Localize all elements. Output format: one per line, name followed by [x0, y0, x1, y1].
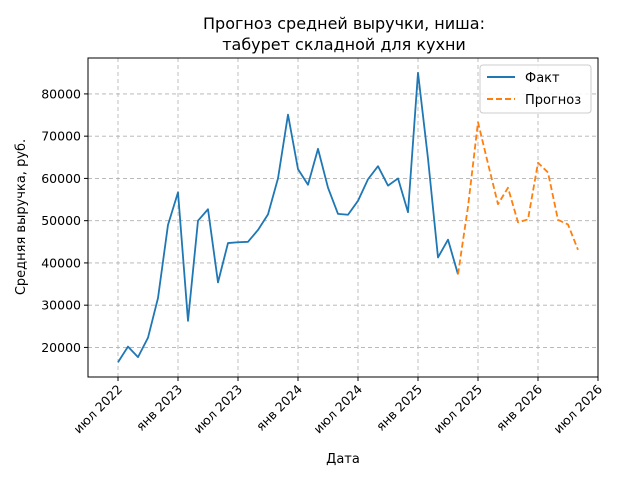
y-tick-label: 30000	[41, 298, 81, 313]
y-tick-label: 40000	[41, 255, 81, 270]
y-tick-label: 60000	[41, 171, 81, 186]
series-line-fact	[117, 71, 459, 363]
y-axis-ticks: 20000 30000 40000 50000 60000 70000 80000	[41, 86, 88, 355]
y-tick-label: 80000	[41, 86, 81, 101]
legend: Факт Прогноз	[479, 64, 592, 114]
x-axis-label: Дата	[326, 452, 360, 467]
series-lines	[117, 71, 579, 363]
legend-label-forecast: Прогноз	[525, 93, 581, 108]
chart-title-line-1: Прогноз средней выручки, ниша:	[203, 14, 485, 33]
chart-title-line-2: табурет складной для кухни	[222, 35, 466, 54]
legend-label-fact: Факт	[525, 71, 560, 86]
grid	[88, 58, 599, 377]
plot-frame	[87, 57, 599, 378]
y-tick-label: 50000	[41, 213, 81, 228]
series-line-forecast	[457, 121, 579, 275]
y-tick-label: 20000	[41, 340, 81, 355]
y-axis-label: Средняя выручка, руб.	[14, 139, 29, 295]
y-tick-label: 70000	[41, 129, 81, 144]
